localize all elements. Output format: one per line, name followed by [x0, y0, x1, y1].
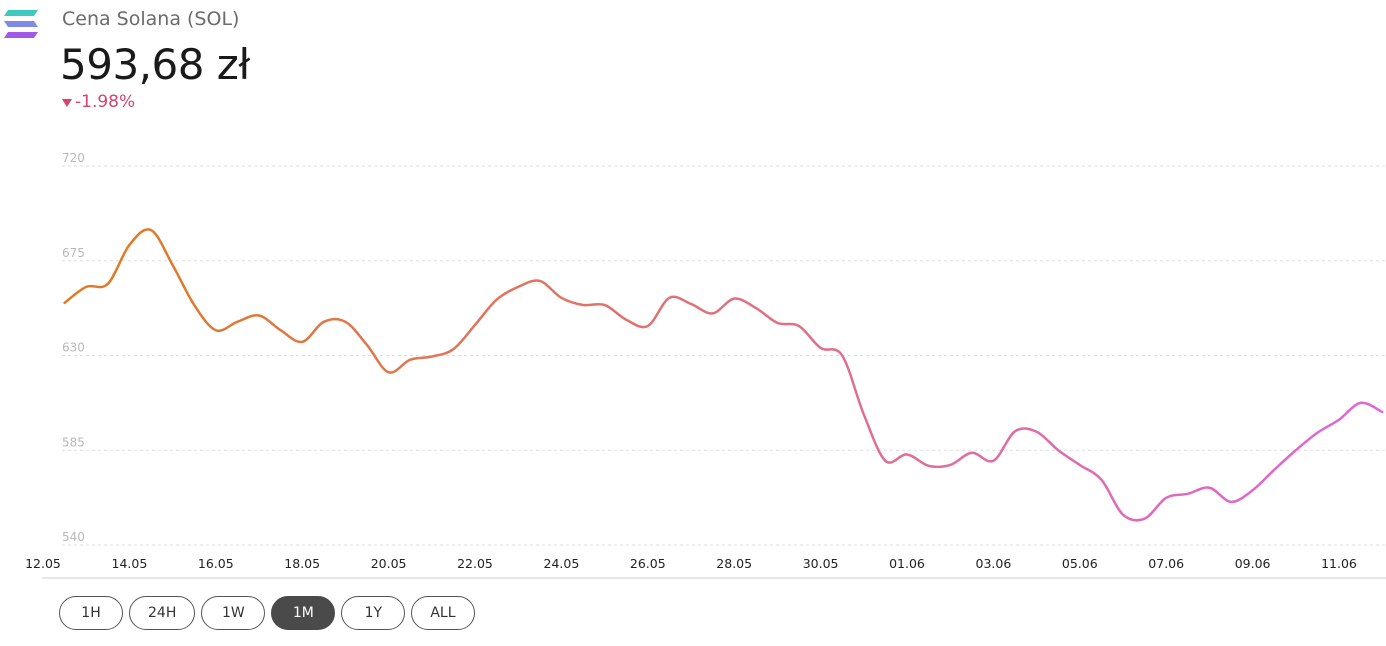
- x-tick-label: 26.05: [630, 556, 666, 571]
- x-tick-label: 01.06: [889, 556, 925, 571]
- y-tick-label: 630: [62, 341, 85, 355]
- x-tick-label: 18.05: [284, 556, 320, 571]
- x-tick-label: 22.05: [457, 556, 493, 571]
- range-button[interactable]: 1Y: [341, 596, 406, 630]
- x-tick-label: 11.06: [1321, 556, 1357, 571]
- x-tick-label: 07.06: [1148, 556, 1184, 571]
- x-tick-label: 12.05: [25, 556, 61, 571]
- x-tick-label: 05.06: [1062, 556, 1098, 571]
- x-tick-label: 28.05: [716, 556, 752, 571]
- x-tick-label: 09.06: [1235, 556, 1271, 571]
- down-arrow: [62, 98, 72, 107]
- range-buttons: 1H 24H 1W 1M 1Y ALL: [59, 596, 475, 630]
- x-tick-label: 16.05: [198, 556, 234, 571]
- x-tick-label: 24.05: [544, 556, 580, 571]
- range-button[interactable]: 24H: [129, 596, 196, 630]
- x-tick-label: 14.05: [112, 556, 148, 571]
- y-tick-label: 720: [62, 151, 85, 165]
- range-button[interactable]: 1H: [59, 596, 123, 630]
- chart: 540 585 630 675 720 12.05 14.05 16.05 18.05 20.05…: [25, 151, 1386, 579]
- x-tick-label: 30.05: [803, 556, 839, 571]
- x-tick-label: 03.06: [976, 556, 1012, 571]
- solana-logo: [4, 10, 38, 38]
- range-button[interactable]: 1W: [201, 596, 266, 630]
- y-tick-label: 585: [62, 435, 85, 449]
- x-tick-label: 20.05: [371, 556, 407, 571]
- range-button[interactable]: 1M: [271, 596, 336, 630]
- y-tick-label: 540: [62, 530, 85, 544]
- price-change: -1.98%: [62, 92, 135, 112]
- change-text: -1.98%: [75, 92, 136, 112]
- y-tick-label: 675: [62, 246, 85, 260]
- range-button[interactable]: ALL: [411, 596, 475, 630]
- price-line: [63, 228, 1384, 522]
- title: Cena Solana (SOL): [62, 8, 240, 30]
- price: 593,68 zł: [60, 40, 250, 89]
